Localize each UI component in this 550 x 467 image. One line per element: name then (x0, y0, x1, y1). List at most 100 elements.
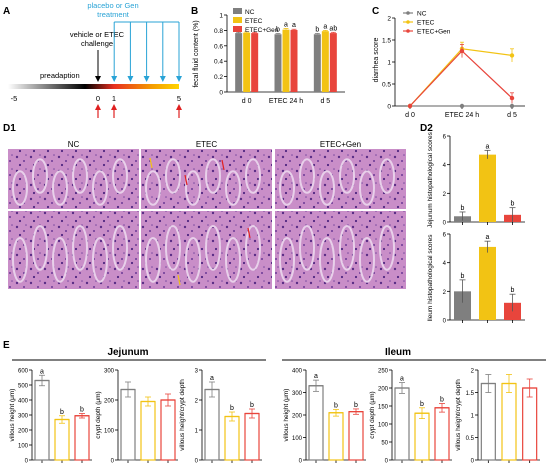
crypt-shape (145, 237, 161, 283)
y-tick-label: 1 (195, 429, 199, 435)
bar-nc (274, 34, 282, 92)
bar-etec (140, 400, 156, 461)
significance-letter: a (486, 234, 490, 241)
y-tick-label: 100 (292, 436, 303, 442)
crypt-shape (225, 237, 241, 283)
timeline-arrows (95, 21, 182, 118)
crypt-shape (185, 170, 201, 206)
panel-c-legend: NC ETEC ETEC+Gen (403, 11, 451, 36)
placebo-arrow-head (159, 76, 166, 82)
crypt-shape (319, 170, 335, 206)
significance-letter: a (284, 21, 288, 28)
micrograph-header: ETEC+Gen (320, 140, 361, 149)
placebo-arrow-head (176, 76, 182, 82)
crypt-shape (32, 225, 48, 271)
significance-letter: a (323, 23, 327, 30)
x-tick-label: d 5 (507, 112, 517, 119)
bar-etec (479, 154, 496, 222)
panel-e-subchart-2: 0 100 200 300 crypt depth (μm) (95, 369, 178, 465)
significance-letter: a (400, 376, 404, 383)
significance-letter: a (210, 375, 214, 382)
panel-d2-letter: D2 (420, 123, 433, 134)
legend-label: NC (245, 9, 255, 16)
y-tick-label: 0 (111, 459, 115, 465)
y-tick-label: 0 (387, 104, 391, 111)
crypt-shape (72, 158, 88, 194)
crypt-shape (92, 170, 108, 206)
y-tick-label: 150 (378, 405, 389, 411)
data-point (407, 103, 413, 109)
timeline-bar (8, 84, 179, 89)
y-tick-label: 600 (18, 369, 29, 375)
panel-e-subchart-3: 0 1 2 3 villous height/crypt depth a b b (179, 369, 262, 465)
bar-nc (204, 388, 220, 461)
y-tick-label: 100 (378, 423, 389, 429)
panel-c-letter: C (372, 6, 379, 17)
bar-nc (454, 291, 471, 320)
bar-nc (313, 34, 321, 92)
timeline-tick-label: 5 (177, 94, 181, 103)
y-tick-label: 1 (471, 414, 475, 420)
bar-etec+gen (74, 415, 90, 461)
crypt-shape (379, 225, 395, 271)
crypt-shape (165, 158, 181, 194)
significance-letter: b (315, 26, 319, 33)
y-tick-label: 200 (18, 429, 29, 435)
challenge-label-line1: vehicle or ETEC (70, 30, 125, 39)
x-tick-label: d 5 (320, 98, 330, 105)
panel-d1-letter: D1 (3, 123, 16, 134)
crypt-shape (379, 158, 395, 194)
crypt-shape (319, 237, 335, 283)
crypt-shape (12, 237, 28, 283)
y-tick-label: 4 (443, 163, 447, 169)
bar-nc (120, 388, 136, 461)
sampling-arrow-head (111, 104, 117, 110)
data-point (459, 48, 465, 54)
significance-letter: b (511, 201, 515, 208)
y-tick-label: 0.5 (382, 82, 391, 89)
x-tick-label: d 0 (405, 112, 415, 119)
panel-e-subchart-4: 0 100 200 300 400 villous height (μm) a b b (283, 369, 366, 465)
y-tick-label: 2 (195, 399, 199, 405)
x-tick-label: ETEC 24 h (445, 112, 479, 119)
data-point (509, 53, 515, 58)
placebo-label-line1: placebo or Gen (87, 1, 138, 10)
x-tick-label: ETEC 24 h (269, 98, 303, 105)
significance-letter: b (80, 407, 84, 414)
y-axis-label: diarrhea score (373, 38, 380, 83)
legend-label: ETEC (417, 20, 435, 27)
placebo-arrow-head (111, 76, 118, 82)
bar-etec+gen (434, 407, 450, 461)
crypt-shape (299, 225, 315, 271)
micrograph-header: ETEC (196, 140, 218, 149)
bar-nc (235, 33, 243, 92)
y-axis-label: villous height (μm) (9, 389, 16, 442)
significance-letter: a (314, 373, 318, 380)
legend-label: NC (417, 11, 427, 18)
lesion-arrow (221, 159, 225, 171)
significance-letter: b (461, 273, 465, 280)
y-tick-label: 0 (195, 459, 199, 465)
y-tick-label: 1 (387, 60, 391, 67)
panel-c-chart: 0 0.5 1 1.5 2 diarrhea score d 0 ETEC 24 h d 5 (373, 16, 525, 119)
panel-a: A placebo or Gen treatment vehicle or ET… (3, 1, 182, 118)
crypt-shape (245, 158, 261, 194)
challenge-label-line2: challenge (81, 39, 113, 48)
timeline-tick-label: 0 (96, 94, 100, 103)
bar-etec+gen (522, 387, 538, 461)
panel-d2-ileum-chart: 0 2 4 6 Ileum histopathological scores b a b (427, 233, 525, 325)
sampling-arrow-head (95, 104, 101, 110)
panel-b-letter: B (191, 6, 198, 17)
bar-nc (480, 382, 496, 461)
crypt-shape (72, 225, 88, 271)
bar-etec (328, 412, 344, 461)
placebo-arrow-head (127, 76, 134, 82)
crypt-shape (225, 170, 241, 206)
y-tick-label: 400 (18, 399, 29, 405)
crypt-shape (339, 158, 355, 194)
bar-etec (282, 29, 290, 93)
micrograph-header: NC (68, 140, 80, 149)
preadaption-label: preadaption (40, 71, 80, 80)
y-tick-label: 200 (104, 399, 115, 405)
crypt-shape (145, 170, 161, 206)
